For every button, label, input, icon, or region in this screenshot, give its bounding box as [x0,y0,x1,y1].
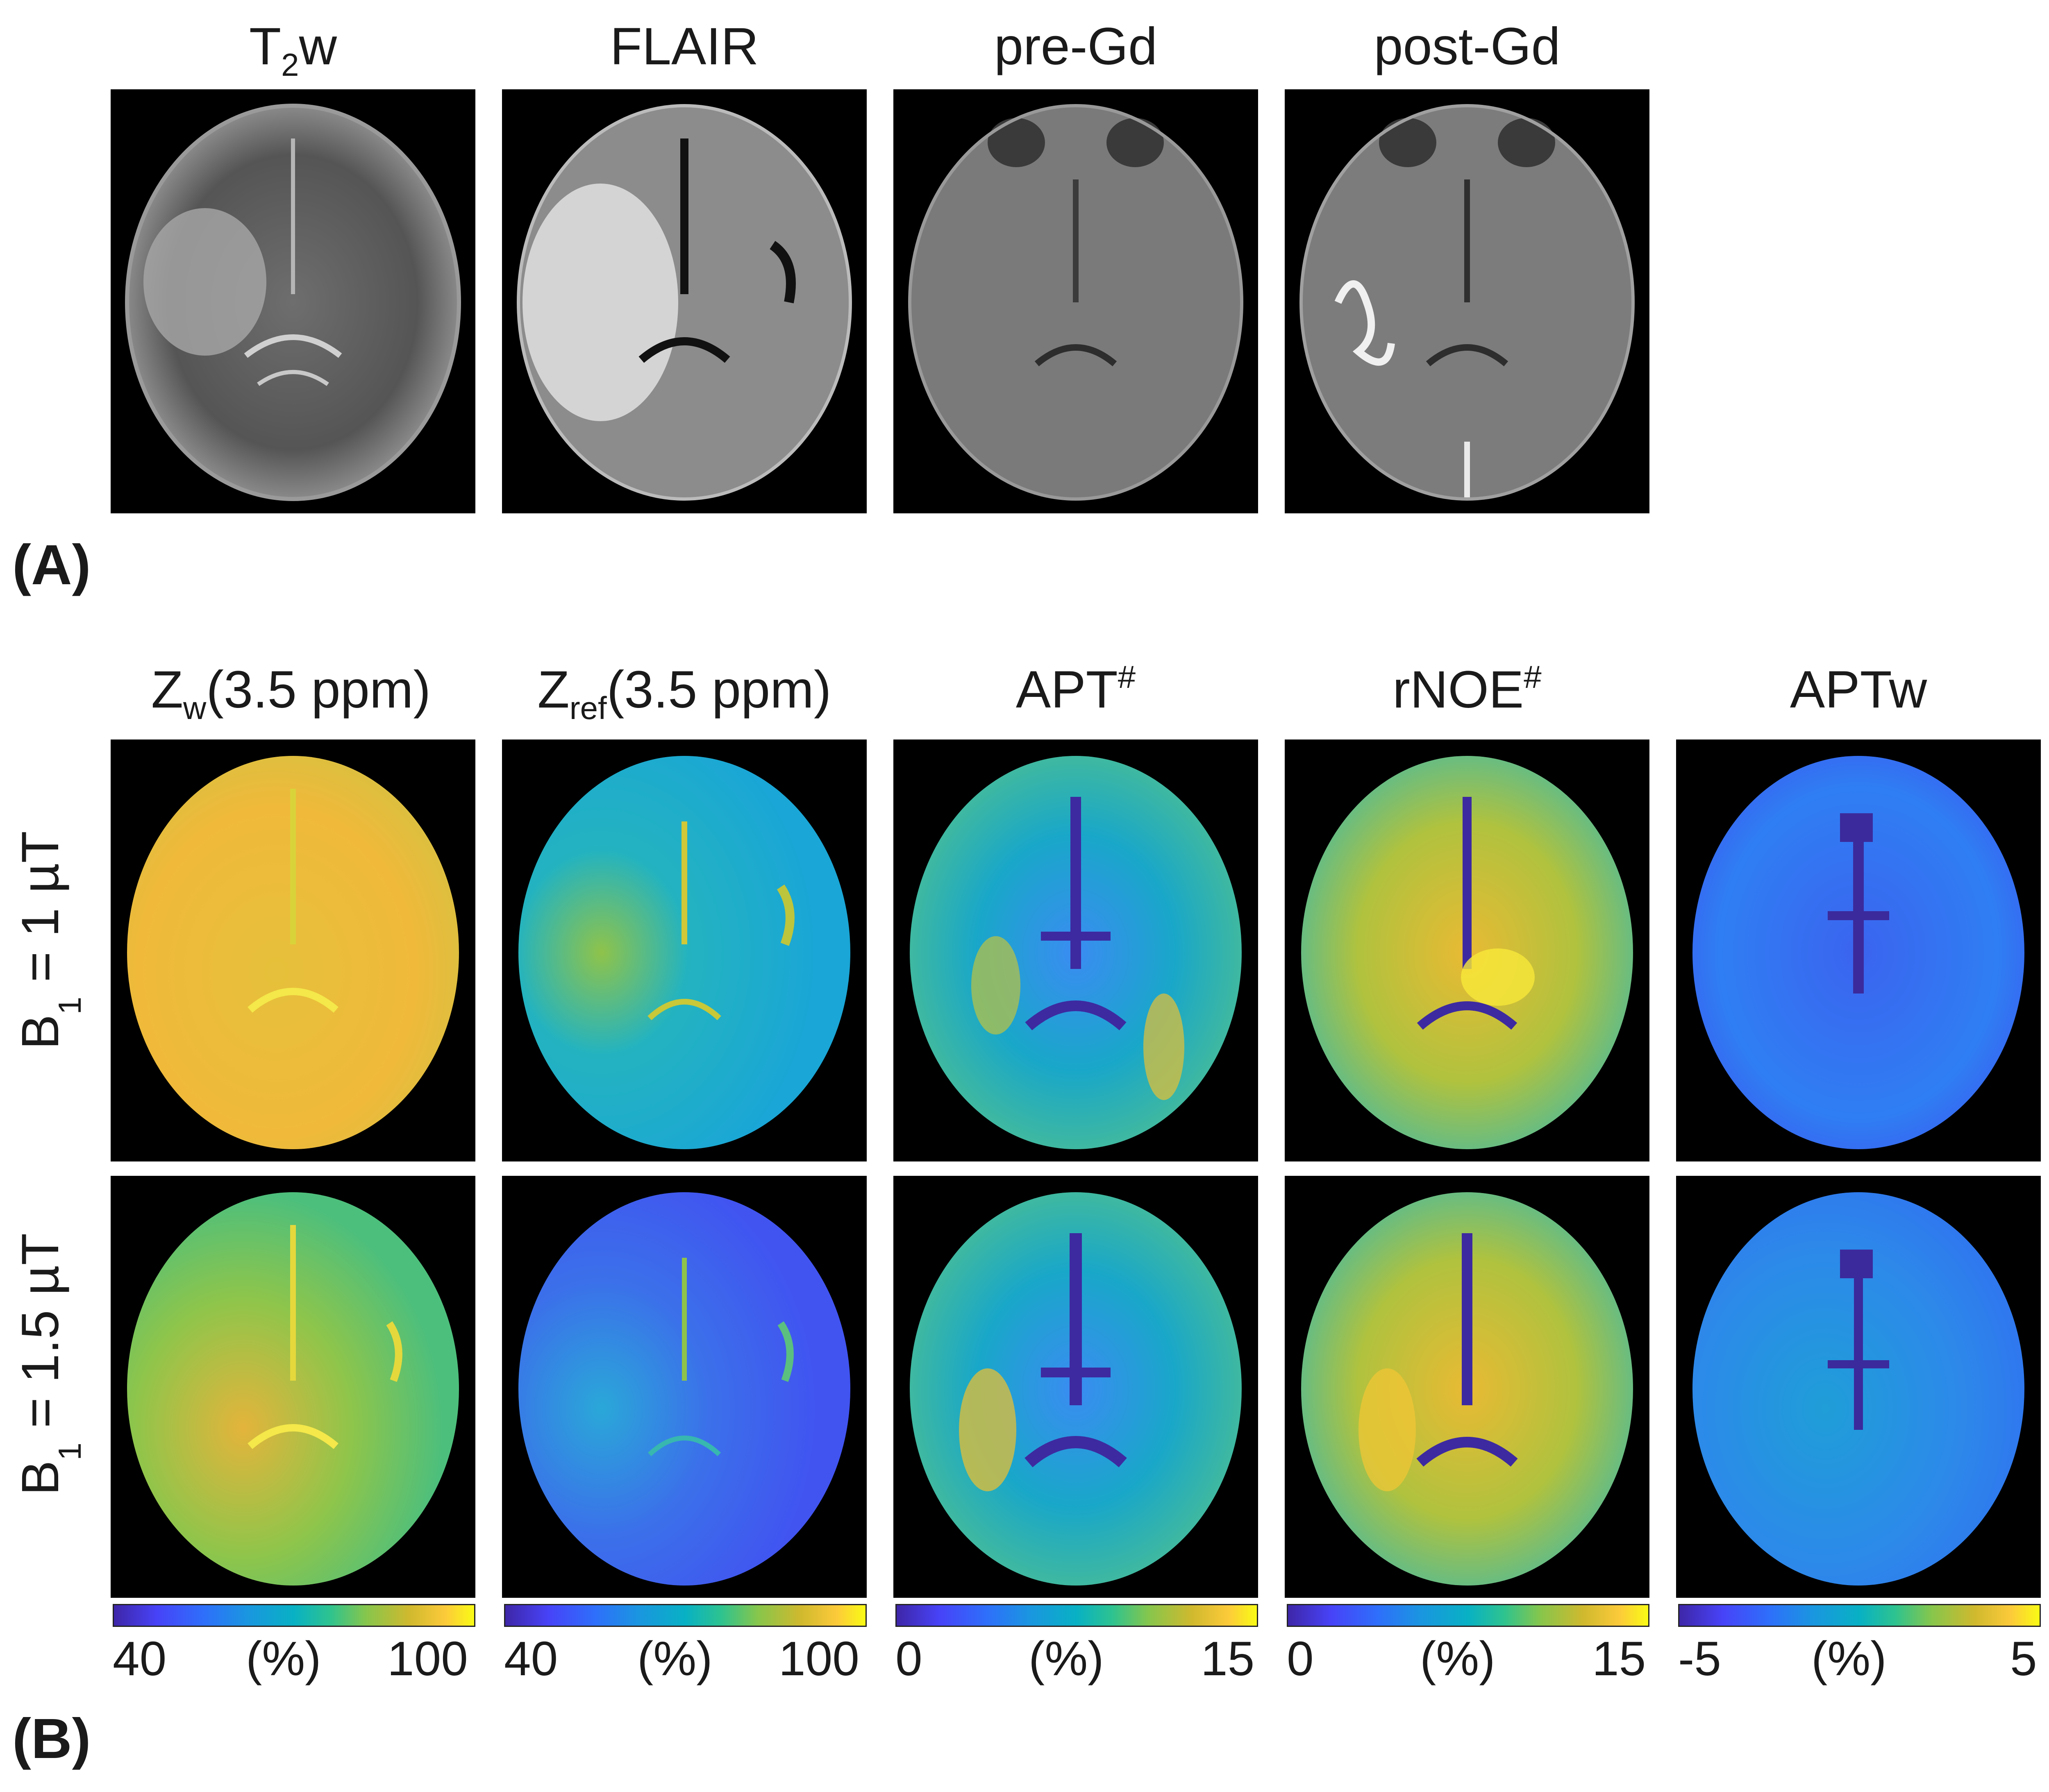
map-aptw-b1-1-5 [1676,1176,2041,1598]
colorbar-zref-min: 40 [504,1632,558,1686]
title-zw: Zw(3.5 ppm) [151,660,431,726]
colorbar-aptw-unit: (%) [1811,1632,1887,1686]
image-flair [502,89,867,513]
map-zref-b1-1-5 [502,1176,867,1598]
colorbar-zref [504,1604,867,1627]
colorbar-rnoe-unit: (%) [1420,1632,1495,1686]
colorbar-aptw-min: -5 [1678,1632,1721,1686]
colorbar-apt-max: 15 [1201,1632,1255,1686]
title-post-gd: post-Gd [1374,17,1561,76]
title-flair: FLAIR [610,17,759,76]
colorbar-zw-max: 100 [387,1632,468,1686]
map-zw-b1-1 [111,739,475,1161]
colorbar-apt-min: 0 [895,1632,922,1686]
colorbar-apt-unit: (%) [1029,1632,1104,1686]
image-pre-gd [893,89,1258,513]
title-rnoe: rNOE# [1393,659,1542,719]
image-post-gd [1285,89,1649,513]
panel-label-b: (B) [12,1707,91,1770]
map-apt-b1-1-5 [893,1176,1258,1598]
row-label-b1-1ut: B1 = 1 µT [11,831,88,1050]
map-rnoe-b1-1 [1285,739,1649,1161]
map-rnoe-b1-1-5 [1285,1176,1649,1598]
colorbar-aptw-max: 5 [2010,1632,2037,1686]
map-aptw-b1-1 [1676,739,2041,1161]
colorbar-rnoe-min: 0 [1287,1632,1314,1686]
map-apt-b1-1 [893,739,1258,1161]
image-t2w [111,89,475,513]
title-apt: APT# [1015,659,1136,719]
colorbar-zw [113,1604,475,1627]
title-aptw: APTw [1790,660,1927,719]
title-t2w: T2w [249,17,337,83]
colorbar-zref-unit: (%) [637,1632,713,1686]
map-zref-b1-1 [502,739,867,1161]
colorbar-apt [895,1604,1258,1627]
map-zw-b1-1-5 [111,1176,475,1598]
title-zref: Zref(3.5 ppm) [537,660,831,726]
colorbar-rnoe [1287,1604,1649,1627]
panel-label-a: (A) [12,533,91,597]
colorbar-zref-max: 100 [779,1632,859,1686]
colorbar-zw-min: 40 [113,1632,167,1686]
row-label-b1-1-5ut: B1 = 1.5 µT [11,1233,88,1496]
colorbar-rnoe-max: 15 [1592,1632,1646,1686]
title-pre-gd: pre-Gd [994,17,1158,76]
colorbar-zw-unit: (%) [246,1632,321,1686]
colorbar-aptw [1678,1604,2041,1627]
